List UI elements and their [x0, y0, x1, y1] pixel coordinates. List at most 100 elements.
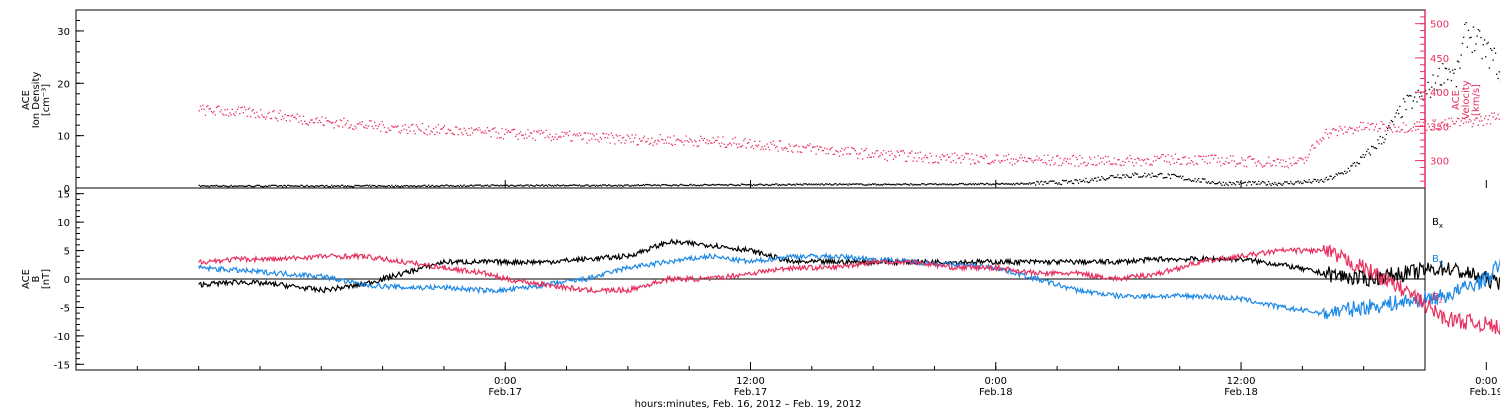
data-point [1360, 156, 1362, 158]
data-point [251, 186, 253, 188]
data-point [884, 158, 886, 160]
data-point [1131, 161, 1134, 164]
data-point [361, 185, 363, 187]
data-point [1172, 173, 1174, 175]
data-point [551, 184, 554, 187]
data-point [1431, 128, 1433, 131]
data-point [784, 146, 787, 149]
data-point [1352, 132, 1354, 135]
data-point [468, 127, 470, 130]
data-point [1426, 93, 1428, 95]
data-point [696, 184, 698, 187]
data-point [430, 185, 432, 187]
data-point [1118, 177, 1120, 179]
data-point [634, 184, 636, 186]
data-point [480, 185, 482, 187]
data-point [237, 106, 240, 108]
data-point [479, 129, 481, 131]
data-point [1329, 132, 1331, 134]
velocity-y-tick-label: 300 [1430, 157, 1449, 168]
data-point [1477, 29, 1479, 31]
data-point [204, 185, 207, 187]
data-point [751, 145, 753, 147]
data-point [543, 185, 545, 187]
data-point [489, 185, 491, 187]
data-point [822, 149, 825, 152]
data-point [1086, 164, 1088, 166]
data-point [625, 184, 627, 186]
data-point [275, 118, 278, 120]
data-point [1146, 158, 1148, 160]
data-point [582, 185, 584, 187]
data-point [1439, 125, 1441, 127]
data-point [596, 133, 598, 135]
data-point [513, 128, 516, 131]
data-point [701, 184, 703, 187]
data-point [661, 184, 663, 186]
data-point [526, 137, 528, 139]
data-point [231, 185, 233, 188]
data-point [879, 184, 881, 186]
data-point [760, 183, 762, 185]
data-point [408, 126, 410, 128]
data-point [900, 184, 902, 186]
data-point [429, 185, 431, 188]
b-y-tick-label: -10 [54, 332, 70, 343]
data-point [452, 185, 454, 187]
data-point [1442, 121, 1444, 124]
data-point [941, 183, 944, 185]
data-point [461, 132, 463, 134]
data-point [217, 105, 219, 108]
data-point [1331, 178, 1334, 180]
data-point [934, 161, 936, 163]
data-point [694, 184, 696, 186]
data-point [711, 184, 713, 186]
data-point [366, 184, 368, 186]
data-point [750, 184, 752, 186]
data-point [1171, 155, 1173, 157]
data-point [572, 134, 574, 136]
data-point [378, 185, 381, 187]
data-point [347, 120, 349, 122]
data-point [301, 184, 303, 187]
data-point [423, 184, 425, 187]
data-point [928, 183, 930, 185]
data-point [546, 185, 549, 187]
data-point [1151, 164, 1153, 166]
data-point [1203, 178, 1205, 180]
data-point [1048, 160, 1050, 162]
data-point [1226, 183, 1228, 185]
data-point [1003, 155, 1005, 157]
data-point [1276, 184, 1278, 186]
data-point [775, 183, 777, 185]
data-point [329, 186, 332, 188]
data-point [224, 185, 226, 187]
data-point [275, 185, 278, 187]
data-point [605, 185, 608, 187]
data-point [1358, 126, 1361, 128]
data-point [351, 186, 354, 188]
data-point [833, 183, 836, 185]
data-point [445, 184, 447, 186]
data-point [1027, 157, 1029, 159]
data-point [783, 184, 785, 186]
data-point [1176, 175, 1178, 177]
data-point [1480, 36, 1482, 39]
data-point [1144, 158, 1146, 161]
data-point [618, 184, 620, 186]
data-point [652, 144, 654, 146]
data-point [1228, 162, 1231, 164]
x-tick-label-time: 12:00 [736, 376, 765, 387]
data-point [518, 132, 520, 135]
data-point [895, 156, 897, 158]
data-point [911, 150, 913, 152]
data-point [1407, 95, 1410, 97]
data-point [624, 184, 626, 186]
data-point [1107, 156, 1109, 158]
data-point [1368, 128, 1370, 131]
data-point [296, 185, 298, 187]
data-point [782, 149, 784, 151]
density-y-tick-label: 10 [57, 132, 70, 143]
data-point [1334, 129, 1336, 131]
data-point [246, 115, 248, 117]
